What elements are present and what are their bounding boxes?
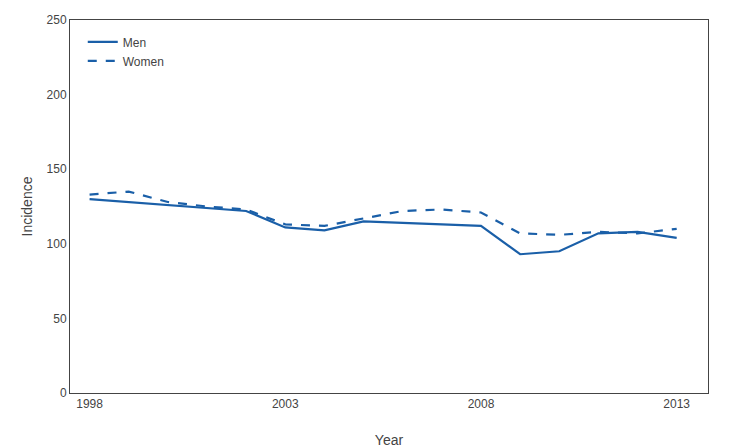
svg-text:1998: 1998 [76, 397, 103, 411]
svg-text:Men: Men [123, 36, 146, 50]
svg-text:2013: 2013 [663, 397, 690, 411]
svg-text:150: 150 [47, 162, 67, 176]
svg-text:Year: Year [375, 432, 404, 448]
svg-text:100: 100 [47, 237, 67, 251]
svg-text:0: 0 [60, 386, 67, 400]
svg-text:Women: Women [123, 55, 164, 69]
svg-text:Incidence: Incidence [19, 176, 35, 236]
svg-text:2003: 2003 [272, 397, 299, 411]
svg-text:250: 250 [47, 13, 67, 27]
svg-text:2008: 2008 [468, 397, 495, 411]
svg-text:200: 200 [47, 88, 67, 102]
svg-text:50: 50 [53, 312, 67, 326]
